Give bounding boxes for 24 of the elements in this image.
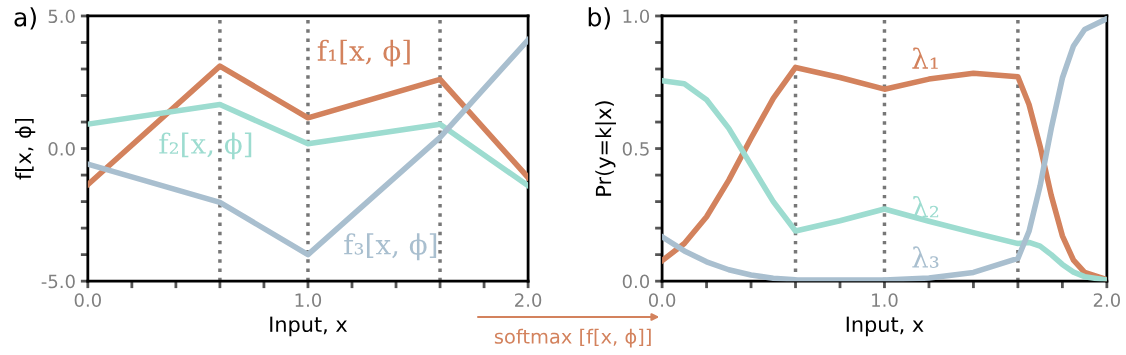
series-label: λ₁ — [912, 47, 938, 69]
x-tick-label: 1.0 — [295, 293, 322, 307]
series-label: f₂[x, ϕ] — [159, 132, 252, 160]
series-label: f₃[x, ϕ] — [344, 233, 437, 261]
y-tick-label: -5.0 — [41, 274, 75, 289]
series-label: λ₃ — [912, 246, 939, 268]
x-tick-label: 2.0 — [1093, 293, 1121, 307]
y-tick-label: 5.0 — [48, 9, 75, 24]
y-axis-title: f[x, ϕ] — [15, 118, 36, 180]
x-tick-label: 1.0 — [872, 293, 898, 307]
x-axis-title: Input, x — [270, 316, 348, 337]
text: softmax [f[x, ϕ]] — [494, 328, 651, 348]
x-tick-label: 2.0 — [515, 293, 542, 307]
y-tick-label: 1.0 — [623, 9, 650, 24]
y-tick-label: 0.5 — [622, 142, 649, 156]
series-label: f₁[x, ϕ] — [317, 39, 410, 67]
y-tick-label: 0.0 — [48, 142, 75, 156]
chart-title: a) — [14, 7, 36, 30]
y-tick-label: 0.0 — [622, 274, 650, 289]
x-tick-label: 0.0 — [648, 293, 676, 307]
y-axis-title: Pr(y=k|x) — [595, 101, 617, 196]
chart-title: b) — [588, 7, 610, 30]
x-axis-title: Input, x — [846, 316, 924, 337]
x-tick-label: 0.0 — [74, 293, 101, 307]
